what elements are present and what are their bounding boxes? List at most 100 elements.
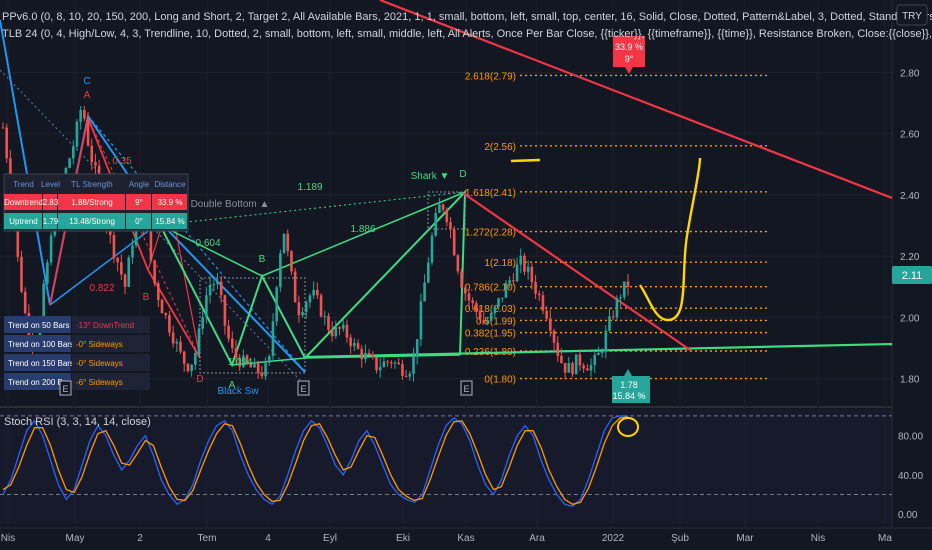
- candle-body: [467, 293, 471, 301]
- grid-lines: [0, 10, 892, 380]
- candle-body: [304, 302, 308, 312]
- candle-body: [290, 251, 293, 272]
- projection-curve[interactable]: [639, 157, 702, 322]
- pattern-label: Shark ▼: [411, 171, 450, 182]
- candles: [1, 105, 630, 382]
- candle-body: [264, 362, 267, 377]
- candle-body: [49, 235, 53, 263]
- time-tick: Şub: [671, 533, 689, 544]
- trend-table-header: TL Strength: [71, 180, 113, 189]
- pattern-label: D: [459, 169, 466, 180]
- candle-body: [626, 281, 630, 287]
- event-marker[interactable]: E: [297, 380, 310, 396]
- bars-trend-table: Trend on 50 Bars -13° DownTrend Trend on 1…: [4, 316, 150, 390]
- candle-body: [567, 363, 571, 373]
- candle-body: [112, 234, 116, 258]
- resistance-trendline-short[interactable]: [462, 192, 691, 351]
- stoch-rsi-pane[interactable]: 80.00 40.00 0.00: [0, 415, 923, 521]
- time-tick: Nis: [1, 533, 15, 544]
- candle-body: [415, 339, 419, 357]
- candle-body: [230, 338, 234, 349]
- time-tick: Ara: [529, 533, 545, 544]
- currency-badge[interactable]: TRY: [896, 4, 928, 26]
- candle-body: [519, 255, 523, 265]
- trend-table: Trend Level TL Strength Angle Distance Downtr…: [3, 173, 189, 232]
- svg-text:E: E: [463, 384, 469, 394]
- trend-table-value: 13.48/Strong: [69, 217, 115, 226]
- candle-body: [208, 284, 212, 296]
- trend-table-value: 0°: [135, 217, 143, 226]
- trend-table-header: Level: [41, 180, 60, 189]
- resistance-trendline-long[interactable]: [379, 0, 893, 200]
- time-tick: Nis: [811, 533, 825, 544]
- trend-table-value: 1.79: [43, 217, 59, 226]
- price-tick: 2.20: [900, 252, 920, 263]
- candle-body: [378, 367, 382, 371]
- trend-table-value: 33.9 %: [158, 198, 183, 207]
- green-pattern-line: [159, 189, 467, 368]
- green-pattern-line: [159, 224, 263, 277]
- trend-table-cell: [126, 213, 151, 229]
- fib-level-label: 2(2.56): [484, 142, 516, 153]
- bars-table-value-cell: [72, 354, 150, 371]
- candle-body: [330, 329, 334, 337]
- fib-level-label: 1(2.18): [484, 258, 516, 269]
- last-price-tag: 2.11: [892, 266, 932, 284]
- candle-body: [512, 280, 515, 282]
- green-pattern-line: [261, 191, 466, 277]
- candle-body: [316, 289, 319, 296]
- event-marker[interactable]: E: [59, 380, 72, 396]
- bars-table-value: -0° Sideways: [76, 359, 123, 368]
- time-tick: Kas: [457, 533, 474, 544]
- time-axis[interactable]: Nis May 2 Tem 4 Eyl Eki Kas Ara 2022 Şub Mar Nis Ma: [1, 533, 893, 544]
- svg-text:E: E: [300, 384, 306, 394]
- candle-body: [5, 127, 8, 159]
- trend-table-cell: [126, 194, 151, 210]
- candle-body: [489, 313, 493, 321]
- green-dotted-guide: [159, 191, 466, 226]
- signal-top: 33.9 % 9°: [613, 36, 645, 74]
- bars-table-label: Trend on 200 B: [8, 378, 63, 387]
- pattern-label: Black Sw: [217, 386, 259, 397]
- candle-body: [245, 355, 249, 364]
- candle-body: [260, 372, 264, 377]
- candle-body: [390, 362, 393, 364]
- candle-body: [608, 316, 611, 331]
- trend-table-value: 15.84 %: [155, 217, 184, 226]
- candle-body: [205, 295, 208, 318]
- candle-body: [46, 262, 49, 284]
- candle-body: [560, 355, 563, 364]
- currency-label: TRY: [902, 11, 922, 22]
- candle-body: [327, 316, 330, 330]
- trend-table-cell: [43, 213, 57, 229]
- candle-body: [623, 281, 626, 298]
- candle-body: [216, 281, 219, 284]
- candle-body: [149, 230, 153, 261]
- trend-table-cell: [4, 213, 42, 229]
- candle-body: [430, 235, 434, 263]
- candle-body: [493, 306, 497, 314]
- trend-table-cell: [152, 213, 187, 229]
- red-pattern-line: [87, 117, 201, 359]
- time-tick: 4: [265, 533, 271, 544]
- pattern-label: 0.822: [89, 283, 114, 294]
- candle-body: [593, 354, 597, 365]
- candle-body: [301, 311, 304, 316]
- trend-table-cell: [152, 194, 187, 210]
- candle-body: [345, 324, 349, 338]
- candle-body: [364, 352, 367, 360]
- projection-mark[interactable]: [510, 158, 541, 163]
- pattern-label: A: [84, 90, 91, 101]
- bars-table-label: Trend on 150 Bars: [8, 359, 74, 368]
- bars-table-value-cell: [72, 335, 150, 352]
- candle-body: [537, 293, 541, 296]
- candle-body: [534, 282, 537, 294]
- candle-body: [604, 330, 608, 352]
- candle-body: [545, 310, 548, 319]
- event-marker[interactable]: E: [460, 380, 473, 396]
- fib-level-label: 0.618(2.03): [465, 304, 516, 315]
- candle-body: [360, 348, 364, 360]
- fib-level-label: 0.5(1.99): [476, 316, 516, 327]
- fib-level-label: 0.382(1.95): [465, 329, 516, 340]
